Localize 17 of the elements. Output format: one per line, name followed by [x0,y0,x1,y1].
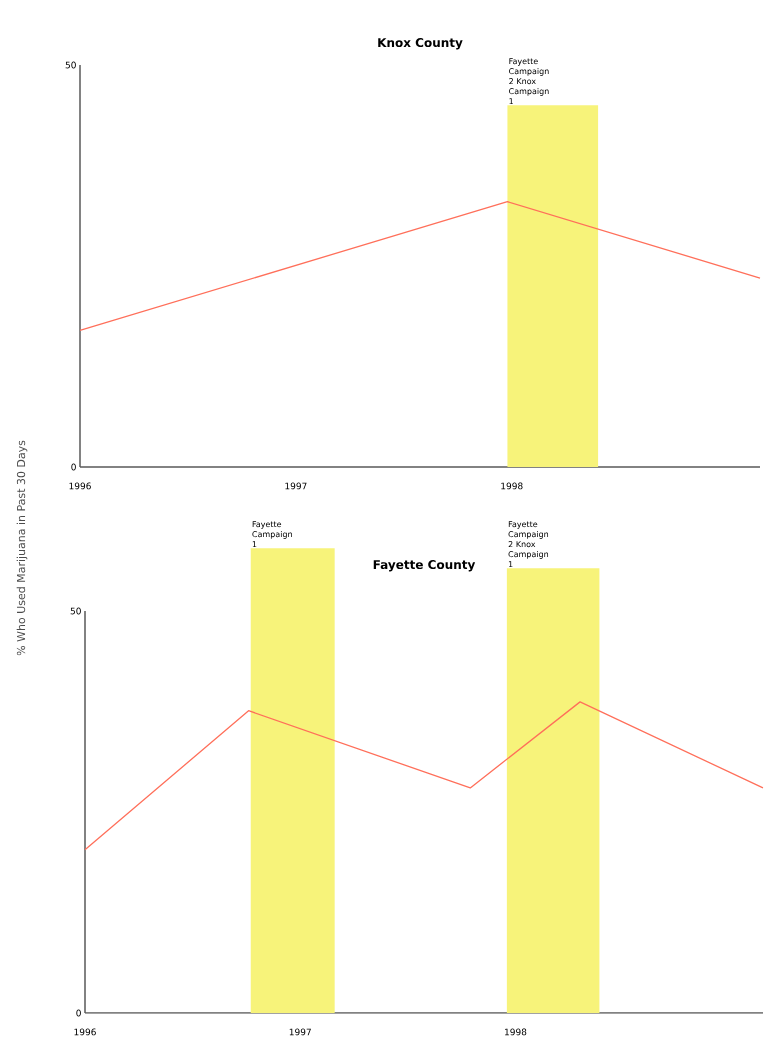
line-series [84,701,764,851]
x-tick-label: 1998 [505,1028,527,1036]
x-tick-label: 1996 [74,1028,97,1036]
y-tick-label: 50 [70,607,81,615]
y-tick-label: 0 [71,463,76,471]
band-label: Fayette Campaign 1 [252,521,293,548]
x-tick-label: 1996 [69,482,91,490]
chart-title: Knox County [378,37,463,50]
x-tick-label: 1998 [501,482,523,490]
x-tick-label: 1997 [285,482,307,490]
y-tick-label: 50 [65,61,76,69]
y-tick-label: 0 [76,1009,81,1017]
chart-title: Fayette County [373,559,476,572]
x-tick-label: 1997 [289,1028,312,1036]
band-label: Fayette Campaign 2 Knox Campaign 1 [508,521,549,568]
y-axis-title: % Who Used Marijuana in Past 30 Days [16,440,28,656]
band-label: Fayette Campaign 2 Knox Campaign 1 [509,58,549,105]
